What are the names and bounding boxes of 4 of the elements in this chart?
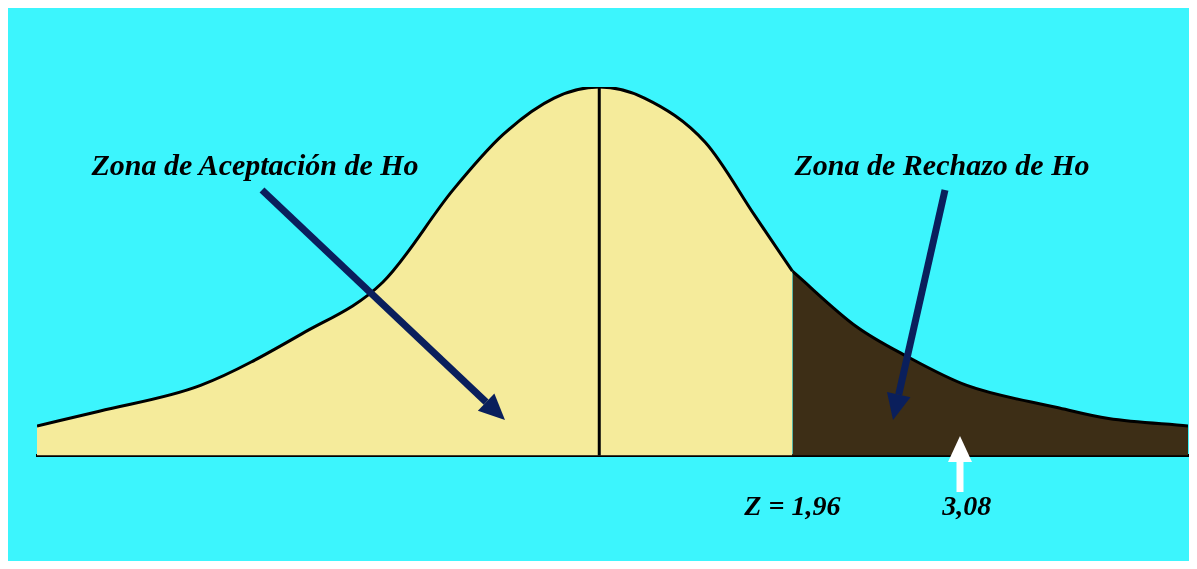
annotation: Zona de Aceptación de Ho xyxy=(91,148,419,182)
x-tick-label: 3,08 xyxy=(941,490,992,522)
annotation: Zona de Rechazo de Ho xyxy=(794,148,1090,182)
x-tick-label: Z = 1,96 xyxy=(743,490,841,522)
